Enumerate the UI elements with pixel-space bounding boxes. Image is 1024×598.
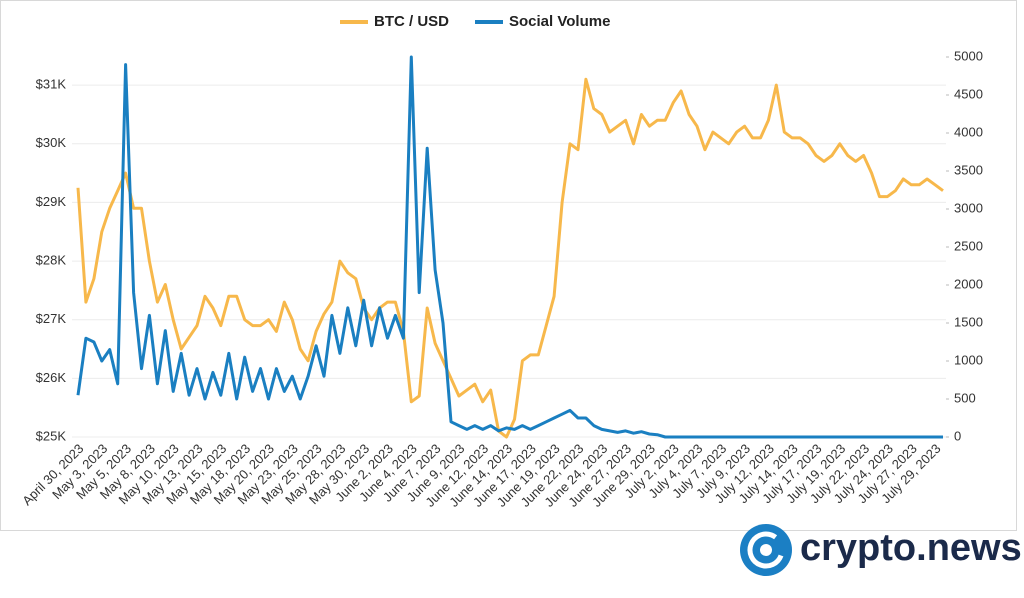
y-tick-label: $30K [36, 135, 67, 150]
y-tick-label: $25K [36, 428, 67, 443]
y-tick-label: $27K [36, 311, 67, 326]
y2-tick-label: 4000 [954, 124, 983, 139]
y2-tick-label: 1500 [954, 314, 983, 329]
legend-label: BTC / USD [374, 13, 449, 30]
y2-tick-label: 4500 [954, 86, 983, 101]
series-line [76, 77, 944, 439]
y-tick-label: $29K [36, 194, 67, 209]
series-line [76, 55, 943, 439]
y-tick-label: $26K [36, 370, 67, 385]
y2-tick-label: 3500 [954, 162, 983, 177]
legend-label: Social Volume [509, 13, 610, 30]
y2-tick-label: 2500 [954, 238, 983, 253]
watermark: crypto.news [800, 527, 1022, 569]
y-tick-label: $31K [36, 77, 67, 92]
y2-tick-label: 3000 [954, 200, 983, 215]
y-tick-label: $28K [36, 253, 67, 268]
y2-tick-label: 1000 [954, 352, 983, 367]
y2-tick-label: 500 [954, 390, 976, 405]
y2-tick-label: 2000 [954, 276, 983, 291]
y2-tick-label: 0 [954, 428, 961, 443]
y2-tick-label: 5000 [954, 48, 983, 63]
watermark-logo [740, 524, 792, 576]
frame [0, 0, 1017, 531]
